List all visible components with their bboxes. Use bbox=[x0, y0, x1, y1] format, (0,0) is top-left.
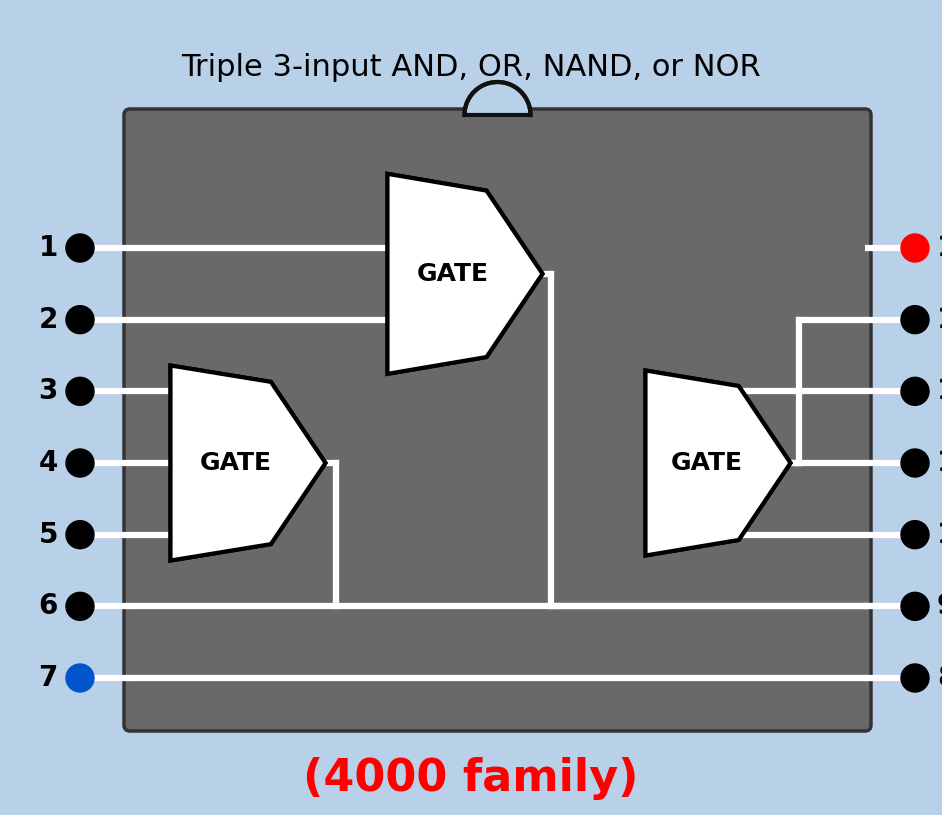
Circle shape bbox=[901, 234, 929, 262]
Text: 2: 2 bbox=[39, 306, 58, 333]
Text: GATE: GATE bbox=[200, 451, 271, 475]
Circle shape bbox=[901, 593, 929, 620]
Text: 12: 12 bbox=[937, 377, 942, 405]
Circle shape bbox=[901, 377, 929, 405]
Text: Triple 3-input AND, OR, NAND, or NOR: Triple 3-input AND, OR, NAND, or NOR bbox=[181, 54, 761, 82]
Text: 3: 3 bbox=[39, 377, 58, 405]
Circle shape bbox=[901, 664, 929, 692]
Circle shape bbox=[66, 449, 94, 477]
FancyBboxPatch shape bbox=[124, 109, 871, 731]
Text: 13: 13 bbox=[937, 306, 942, 333]
Text: GATE: GATE bbox=[416, 262, 489, 286]
Text: GATE: GATE bbox=[671, 451, 742, 475]
Polygon shape bbox=[645, 371, 790, 556]
Text: GATE: GATE bbox=[200, 451, 271, 475]
Circle shape bbox=[66, 234, 94, 262]
Circle shape bbox=[66, 664, 94, 692]
Circle shape bbox=[66, 593, 94, 620]
Polygon shape bbox=[171, 365, 326, 561]
Text: 4: 4 bbox=[39, 449, 58, 477]
Circle shape bbox=[66, 306, 94, 333]
Text: 6: 6 bbox=[39, 593, 58, 620]
Circle shape bbox=[66, 521, 94, 548]
Circle shape bbox=[901, 449, 929, 477]
Circle shape bbox=[66, 377, 94, 405]
Text: 11: 11 bbox=[937, 449, 942, 477]
Polygon shape bbox=[387, 174, 543, 374]
Text: 9: 9 bbox=[937, 593, 942, 620]
Text: 7: 7 bbox=[39, 664, 58, 692]
Text: GATE: GATE bbox=[416, 262, 489, 286]
Polygon shape bbox=[171, 365, 326, 561]
Polygon shape bbox=[464, 82, 530, 115]
Circle shape bbox=[901, 521, 929, 548]
Text: 10: 10 bbox=[937, 521, 942, 548]
Circle shape bbox=[901, 306, 929, 333]
Text: GATE: GATE bbox=[671, 451, 742, 475]
Text: (4000 family): (4000 family) bbox=[303, 756, 639, 800]
Text: 5: 5 bbox=[39, 521, 58, 548]
Polygon shape bbox=[645, 371, 790, 556]
Text: 8: 8 bbox=[937, 664, 942, 692]
Polygon shape bbox=[387, 174, 543, 374]
Text: 1: 1 bbox=[39, 234, 58, 262]
Text: 14: 14 bbox=[937, 234, 942, 262]
